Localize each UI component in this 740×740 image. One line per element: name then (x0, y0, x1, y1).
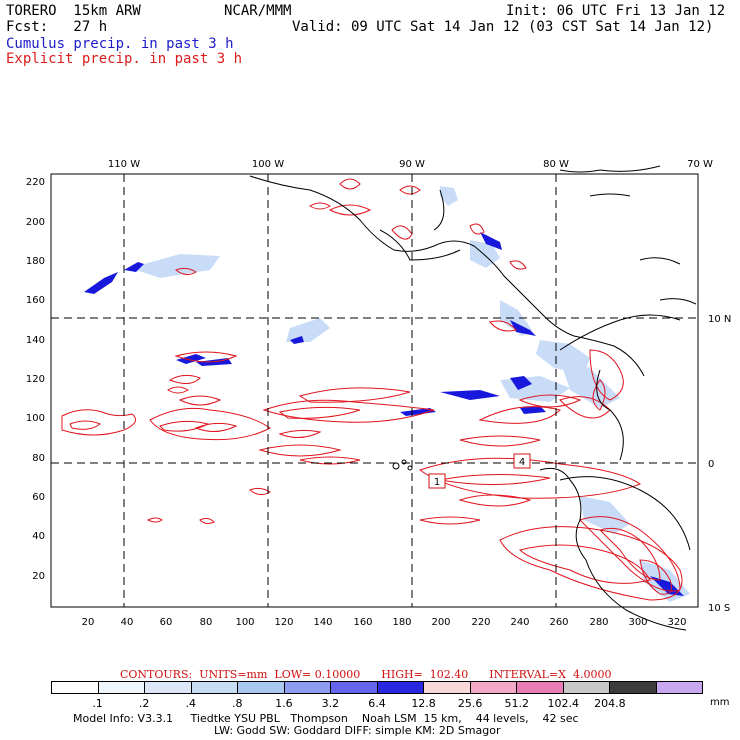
cumulus-dark-cells (84, 232, 684, 596)
forecast-hour: Fcst: 27 h (6, 19, 108, 35)
color-swatch (377, 682, 424, 693)
color-scale-label: .8 (232, 697, 243, 710)
color-scale-label: .2 (138, 697, 150, 710)
init-time: Init: 06 UTC Fri 13 Jan 12 (506, 3, 726, 19)
color-swatch (656, 682, 702, 693)
longitude-labels: 110 W 100 W 90 W 80 W 70 W (108, 159, 713, 170)
x-tick: 320 (667, 617, 686, 628)
y-tick: 120 (26, 374, 45, 385)
color-swatch (238, 682, 285, 693)
x-tick: 180 (392, 617, 411, 628)
lon-label: 80 W (543, 159, 569, 170)
latitude-labels: 10 N 0 10 S (708, 314, 731, 614)
x-tick: 20 (82, 617, 95, 628)
color-scale-label: 25.6 (457, 697, 483, 710)
contours-interval: INTERVAL=X 4.0000 (489, 668, 612, 681)
model-title: TORERO 15km ARW (6, 3, 141, 19)
x-tick: 40 (121, 617, 134, 628)
color-swatch (424, 682, 471, 693)
color-scale-label: 12.8 (411, 697, 436, 710)
color-swatch (331, 682, 378, 693)
lat-label: 0 (708, 459, 714, 470)
color-scale-label: 1.6 (275, 697, 293, 710)
lon-label: 90 W (399, 159, 425, 170)
color-swatch (563, 682, 610, 693)
contours-label: CONTOURS: (120, 668, 193, 681)
x-tick: 300 (628, 617, 647, 628)
color-scale-labels: .1 .2 .4 .8 1.6 3.2 6.4 12.8 25.6 51.2 102.4 204.8 (0, 697, 740, 710)
color-swatch (191, 682, 238, 693)
center-label: NCAR/MMM (224, 3, 292, 19)
y-tick: 20 (32, 571, 45, 582)
contours-low: LOW= 0.10000 (274, 668, 361, 681)
contours-legend: CONTOURS: UNITS=mm LOW= 0.10000 HIGH= 10… (120, 668, 611, 681)
lat-lon-grid (51, 174, 698, 607)
box-label-1-text: 1 (434, 477, 440, 488)
color-scale-label: 102.4 (547, 697, 580, 710)
coastline (249, 165, 697, 631)
x-axis-ticks: 20 40 60 80 100 120 140 160 180 200 220 … (82, 617, 687, 628)
y-tick: 200 (26, 217, 45, 228)
y-tick: 220 (26, 177, 45, 188)
color-scale-label: .4 (185, 697, 196, 710)
y-tick: 180 (26, 256, 45, 267)
model-info-line2: LW: Godd SW: Goddard DIFF: simple KM: 2D… (214, 724, 501, 737)
color-swatch (145, 682, 192, 693)
y-tick: 100 (26, 413, 45, 424)
y-tick: 40 (32, 531, 45, 542)
color-swatch (517, 682, 564, 693)
color-scale-label: 204.8 (594, 697, 626, 710)
valid-time: Valid: 09 UTC Sat 14 Jan 12 (03 CST Sat … (292, 19, 714, 35)
box-label-1 (428, 473, 446, 489)
color-scale-unit: mm (710, 697, 730, 708)
lon-label: 100 W (252, 159, 284, 170)
color-swatch (470, 682, 517, 693)
lon-label: 70 W (687, 159, 713, 170)
x-tick: 200 (431, 617, 450, 628)
color-scale-label: 51.2 (504, 697, 529, 710)
y-tick: 60 (32, 492, 45, 503)
x-tick: 60 (160, 617, 173, 628)
y-tick: 140 (26, 335, 45, 346)
lat-label: 10 S (708, 603, 730, 614)
x-tick: 280 (589, 617, 608, 628)
model-info-line1: Model Info: V3.3.1 Tiedtke YSU PBL Thomp… (73, 712, 579, 725)
x-tick: 220 (471, 617, 490, 628)
x-tick: 260 (549, 617, 568, 628)
x-tick: 140 (313, 617, 332, 628)
explicit-legend: Explicit precip. in past 3 h (6, 51, 243, 67)
box-label-4-text: 4 (519, 457, 525, 468)
lat-label: 10 N (708, 314, 731, 325)
x-tick: 160 (353, 617, 372, 628)
x-tick: 120 (274, 617, 293, 628)
color-swatch (52, 682, 99, 693)
color-scale-label: 6.4 (368, 697, 386, 710)
color-scale-label: .1 (92, 697, 103, 710)
x-tick: 80 (200, 617, 213, 628)
contours-high: HIGH= 102.40 (381, 668, 469, 681)
color-swatch (284, 682, 331, 693)
box-label-4 (513, 453, 531, 469)
explicit-precip-contours (61, 178, 683, 601)
y-tick: 160 (26, 295, 45, 306)
x-tick: 100 (235, 617, 254, 628)
x-tick: 240 (510, 617, 529, 628)
contours-units: UNITS=mm (199, 668, 268, 681)
color-swatch (98, 682, 145, 693)
color-scale-bar (51, 681, 703, 694)
y-axis-ticks: 220 200 180 160 140 120 100 80 60 40 20 (26, 177, 45, 582)
color-scale-label: 3.2 (321, 697, 340, 710)
color-swatch (610, 682, 657, 693)
y-tick: 80 (32, 453, 45, 464)
cumulus-legend: Cumulus precip. in past 3 h (6, 36, 234, 52)
lon-label: 110 W (108, 159, 140, 170)
